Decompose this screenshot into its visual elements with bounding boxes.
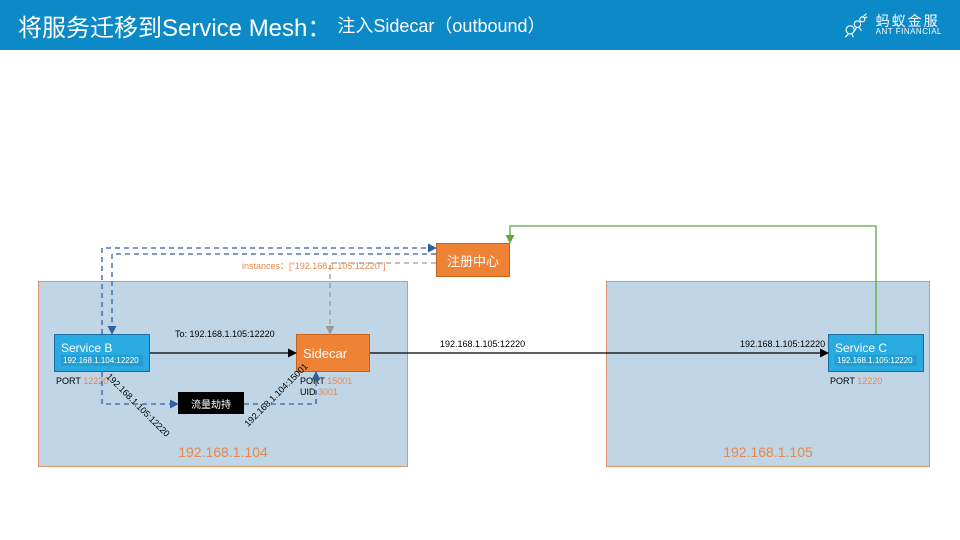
host-left: 192.168.1.104: [38, 281, 408, 467]
hijack-label: 流量劫持: [191, 396, 231, 411]
ant-icon: [842, 12, 868, 38]
sidecar-label: Sidecar: [303, 346, 347, 361]
instances-label: instances：["192.168.1.105:12220"]: [242, 259, 386, 272]
hijack-node: 流量劫持: [178, 392, 244, 414]
host-right: 192.168.1.105: [606, 281, 930, 467]
registry-node: 注册中心: [436, 243, 510, 277]
service-c-name: Service C: [835, 341, 917, 355]
service-c-node: Service C 192.168.1.105:12220: [828, 334, 924, 372]
logo: 蚂蚁金服 ANT FINANCIAL: [842, 12, 942, 38]
registry-label: 注册中心: [447, 251, 499, 270]
sidecar-uid: UID 3001: [300, 387, 338, 397]
service-b-port: PORT 12220: [56, 376, 108, 386]
service-c-port: PORT 12220: [830, 376, 882, 386]
logo-en: ANT FINANCIAL: [876, 28, 942, 36]
service-b-node: Service B 192.168.1.104:12220: [54, 334, 150, 372]
header-subtitle: 注入Sidecar（outbound）: [337, 12, 545, 38]
service-b-addr: 192.168.1.104:12220: [61, 355, 143, 366]
host-right-ip: 192.168.1.105: [607, 444, 929, 460]
header-bar: 将服务迁移到Service Mesh： 注入Sidecar（outbound） …: [0, 0, 960, 50]
service-b-name: Service B: [61, 341, 143, 355]
to-label: To: 192.168.1.105:12220: [175, 329, 275, 339]
diagram-canvas: 192.168.1.104 192.168.1.105 注册中心 Service…: [0, 50, 960, 540]
right-label: 192.168.1.105:12220: [740, 339, 825, 349]
host-left-ip: 192.168.1.104: [39, 444, 407, 460]
service-c-addr: 192.168.1.105:12220: [835, 355, 917, 366]
sidecar-port: PORT 15001: [300, 376, 352, 386]
logo-cn: 蚂蚁金服: [876, 14, 942, 28]
header-title: 将服务迁移到Service Mesh：: [18, 8, 331, 43]
mid-label: 192.168.1.105:12220: [440, 339, 525, 349]
